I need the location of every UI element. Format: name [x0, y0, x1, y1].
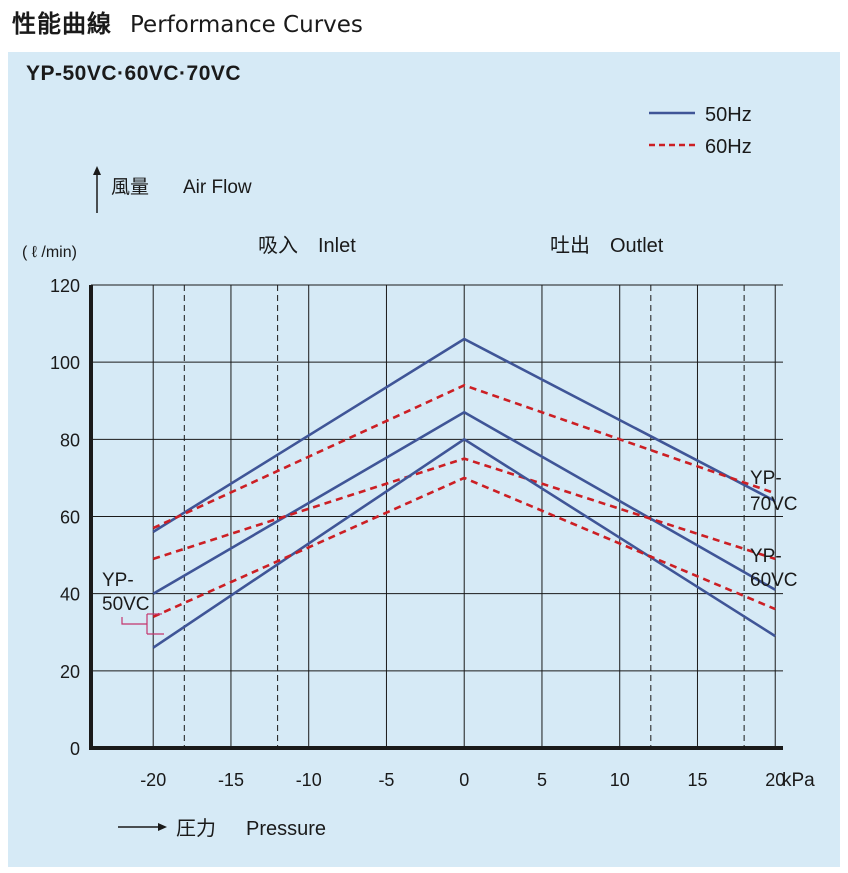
x-tick-label-15: 15 — [687, 770, 707, 790]
arrow-right-icon — [118, 823, 167, 831]
axes — [89, 285, 783, 750]
y-tick-label-60: 60 — [60, 508, 80, 528]
grid — [91, 284, 783, 748]
annotation-50vc-callout — [121, 613, 164, 635]
series-group — [152, 337, 776, 649]
x-tick-label-0: 0 — [459, 770, 469, 790]
x-tick-label--15: -15 — [218, 770, 244, 790]
legend-60hz-label: 60Hz — [705, 136, 752, 158]
x-tick-label--20: -20 — [140, 770, 166, 790]
annotation-70vc-line1: YP- — [750, 468, 782, 489]
annotation-50vc-line1: YP- — [102, 570, 134, 591]
region-outlet-label: 吐出 Outlet — [550, 234, 664, 257]
y-tick-label-100: 100 — [50, 353, 80, 373]
y-tick-label-0: 0 — [70, 739, 80, 759]
series-line-yp-60vc-50hz — [152, 410, 776, 595]
y-tick-label-40: 40 — [60, 585, 80, 605]
series-line-yp-50vc-60hz — [152, 476, 776, 618]
x-tick-label-10: 10 — [610, 770, 630, 790]
annotation-50vc-line2: 50VC — [102, 594, 150, 615]
y-tick-label-120: 120 — [50, 276, 80, 296]
x-axis-title-en: Pressure — [246, 818, 326, 840]
arrow-up-icon — [93, 166, 101, 213]
x-tick-label--10: -10 — [296, 770, 322, 790]
annotation-60vc-line2: 60VC — [750, 570, 798, 591]
series-line-yp-70vc-60hz — [152, 383, 776, 530]
annotation-70vc-line2: 70VC — [750, 494, 798, 515]
legend-50hz-label: 50Hz — [705, 104, 752, 126]
y-axis-title-jp: 風量 — [111, 177, 149, 198]
y-tick-label-20: 20 — [60, 662, 80, 682]
series-line-yp-60vc-60hz — [152, 457, 776, 561]
x-axis-title-jp: 圧力 — [176, 817, 216, 840]
annotation-60vc-line1: YP- — [750, 546, 782, 567]
y-axis-unit: ( ℓ /min) — [22, 244, 77, 261]
page-title: 性能曲線 Performance Curves — [12, 4, 363, 39]
legend: 50Hz 60Hz — [649, 104, 752, 158]
x-axis-unit: kPa — [782, 770, 815, 791]
x-tick-label-20: 20 — [765, 770, 785, 790]
x-tick-label--5: -5 — [378, 770, 394, 790]
page-title-en: Performance Curves — [130, 12, 363, 38]
series-line-yp-70vc-50hz — [152, 337, 776, 534]
page-title-jp: 性能曲線 — [12, 10, 112, 38]
chart-panel — [8, 52, 840, 867]
series-line-yp-50vc-50hz — [152, 437, 776, 649]
x-tick-label-5: 5 — [537, 770, 547, 790]
tick-labels: 0 20 40 60 80 100 120 -20 -15 -10 -5 0 5 10 15 20 — [50, 276, 785, 790]
model-title: YP-50VC·60VC·70VC — [26, 62, 242, 85]
y-axis-title-en: Air Flow — [183, 177, 252, 198]
region-inlet-label: 吸入 Inlet — [258, 235, 356, 257]
y-tick-label-80: 80 — [60, 430, 80, 450]
